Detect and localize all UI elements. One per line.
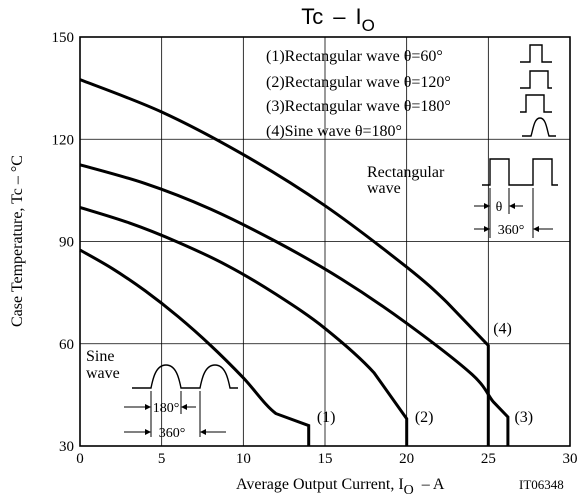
curve-label-2: (2) [415,409,434,426]
series-line-3 [79,163,510,446]
rect-arrowhead-4 [533,226,539,232]
rectangular-wave-inset: Rectangular wave θ 360° [367,158,558,238]
sine-arrowhead-3 [145,429,151,435]
y-axis-label: Case Temperature, Tc – °C [9,155,26,327]
y-tick-label: 120 [52,132,75,148]
chart-title: Tc – IO [301,4,375,35]
x-tick-label: 20 [399,451,414,467]
sine-wave-inset: Sine wave 180° 360° [86,348,238,441]
curve-labels: (1) (2) (3) (4) [317,321,533,427]
legend-item-1: (1)Rectangular wave θ=60° [266,48,443,65]
x-tick-label: 0 [76,451,84,467]
sine-width-label: 180° [153,401,180,416]
rect-arrowhead-3 [484,226,490,232]
x-tick-label: 15 [318,451,333,467]
sine-wave-label-1: Sine [86,348,114,365]
rect-period-label: 360° [498,223,525,238]
legend-item-3: (3)Rectangular wave θ=180° [266,98,451,115]
legend-wave-icon-2 [520,70,552,89]
grid-lines [80,37,570,446]
rect-wave-label-2: wave [367,180,401,197]
legend-wave-icon-4 [522,117,556,137]
curve-label-3: (3) [514,409,533,426]
sine-arrowhead-1 [145,404,151,410]
rect-arrowhead-2 [509,203,515,209]
curve-label-1: (1) [317,409,336,426]
legend: (1)Rectangular wave θ=60° (2)Rectangular… [266,44,556,140]
legend-wave-icon-1 [520,44,552,63]
legend-item-2: (2)Rectangular wave θ=120° [266,74,451,91]
x-tick-label: 5 [158,451,166,467]
sine-wave-label-2: wave [86,365,120,382]
x-tick-label: 10 [236,451,251,467]
sine-arrowhead-2 [181,404,187,410]
legend-wave-icon-3 [520,94,552,113]
plot-frame [79,36,571,447]
sine-arrowhead-4 [200,429,206,435]
figure-code: IT06348 [519,477,564,492]
curve-label-4: (4) [493,321,512,338]
y-tick-label: 60 [59,337,74,353]
data-curves [79,78,510,446]
sine-wave-icon [132,364,238,389]
series-line-1 [79,248,311,446]
x-tick-labels: 0 5 10 15 20 25 30 [76,451,577,467]
y-tick-label: 150 [52,30,75,46]
y-tick-label: 90 [59,235,74,251]
x-tick-label: 25 [481,451,496,467]
sine-period-label: 360° [159,426,186,441]
y-tick-labels: 30 60 90 120 150 [52,30,75,455]
rect-theta-label: θ [496,200,503,215]
rect-wave-label-1: Rectangular [367,164,445,181]
legend-item-4: (4)Sine wave θ=180° [266,123,402,140]
series-line-2 [79,205,409,446]
series-line-4 [79,78,490,446]
y-tick-label: 30 [59,439,74,455]
x-tick-label: 30 [563,451,578,467]
rect-wave-icon [482,158,558,186]
x-axis-label: Average Output Current, IO – A [236,476,445,498]
rect-arrowhead-1 [484,203,490,209]
